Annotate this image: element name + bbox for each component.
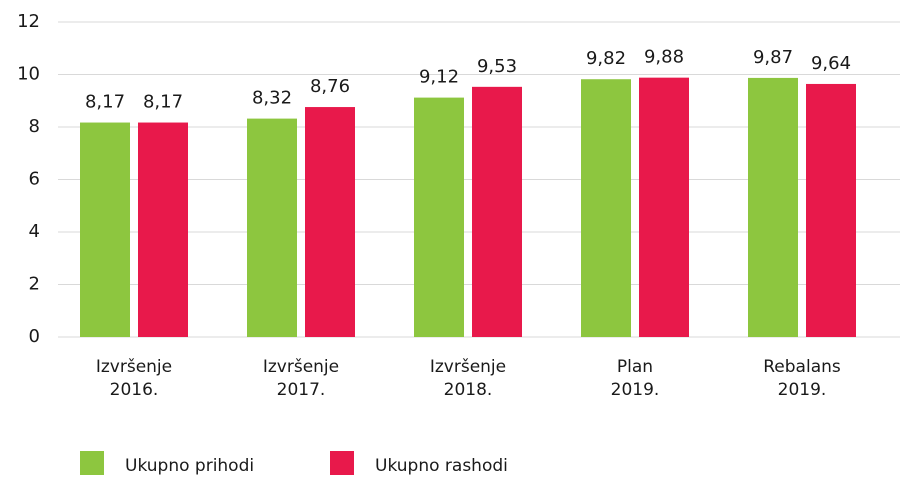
x-tick-label: 2018. [444,380,493,400]
legend-label: Ukupno prihodi [125,456,254,476]
value-label: 8,17 [85,92,125,113]
bar [414,97,464,337]
y-tick-label: 6 [29,169,40,190]
value-label: 8,17 [143,92,183,113]
value-label: 9,82 [586,48,626,69]
value-label: 8,32 [252,88,292,109]
y-tick-label: 8 [29,116,40,137]
bar [80,122,130,337]
y-tick-label: 0 [29,326,40,347]
x-tick-label: Izvršenje [263,357,339,377]
value-label: 9,64 [811,53,851,74]
value-label: 8,76 [310,76,350,97]
legend-swatch [80,451,104,475]
x-tick-label: Izvršenje [430,357,506,377]
x-tick-label: 2019. [778,380,827,400]
value-label: 9,12 [419,67,459,88]
value-label: 9,88 [644,47,684,68]
x-tick-label: Plan [617,357,653,377]
bar [247,118,297,337]
x-tick-label: 2019. [611,380,660,400]
y-tick-label: 2 [29,274,40,295]
bar [581,79,631,337]
bar [748,77,798,337]
value-label: 9,53 [477,56,517,77]
y-tick-label: 10 [17,64,40,85]
x-tick-label: Izvršenje [96,357,172,377]
x-tick-label: 2017. [277,380,326,400]
y-tick-label: 12 [17,11,40,32]
bar [806,83,856,337]
legend-swatch [330,451,354,475]
bar [639,77,689,338]
bar [138,122,188,337]
legend-label: Ukupno rashodi [375,456,508,476]
x-tick-label: 2016. [110,380,159,400]
bar [305,107,355,337]
y-tick-label: 4 [29,221,40,242]
value-label: 9,87 [753,47,793,68]
bar [472,86,522,338]
x-tick-label: Rebalans [763,357,841,377]
